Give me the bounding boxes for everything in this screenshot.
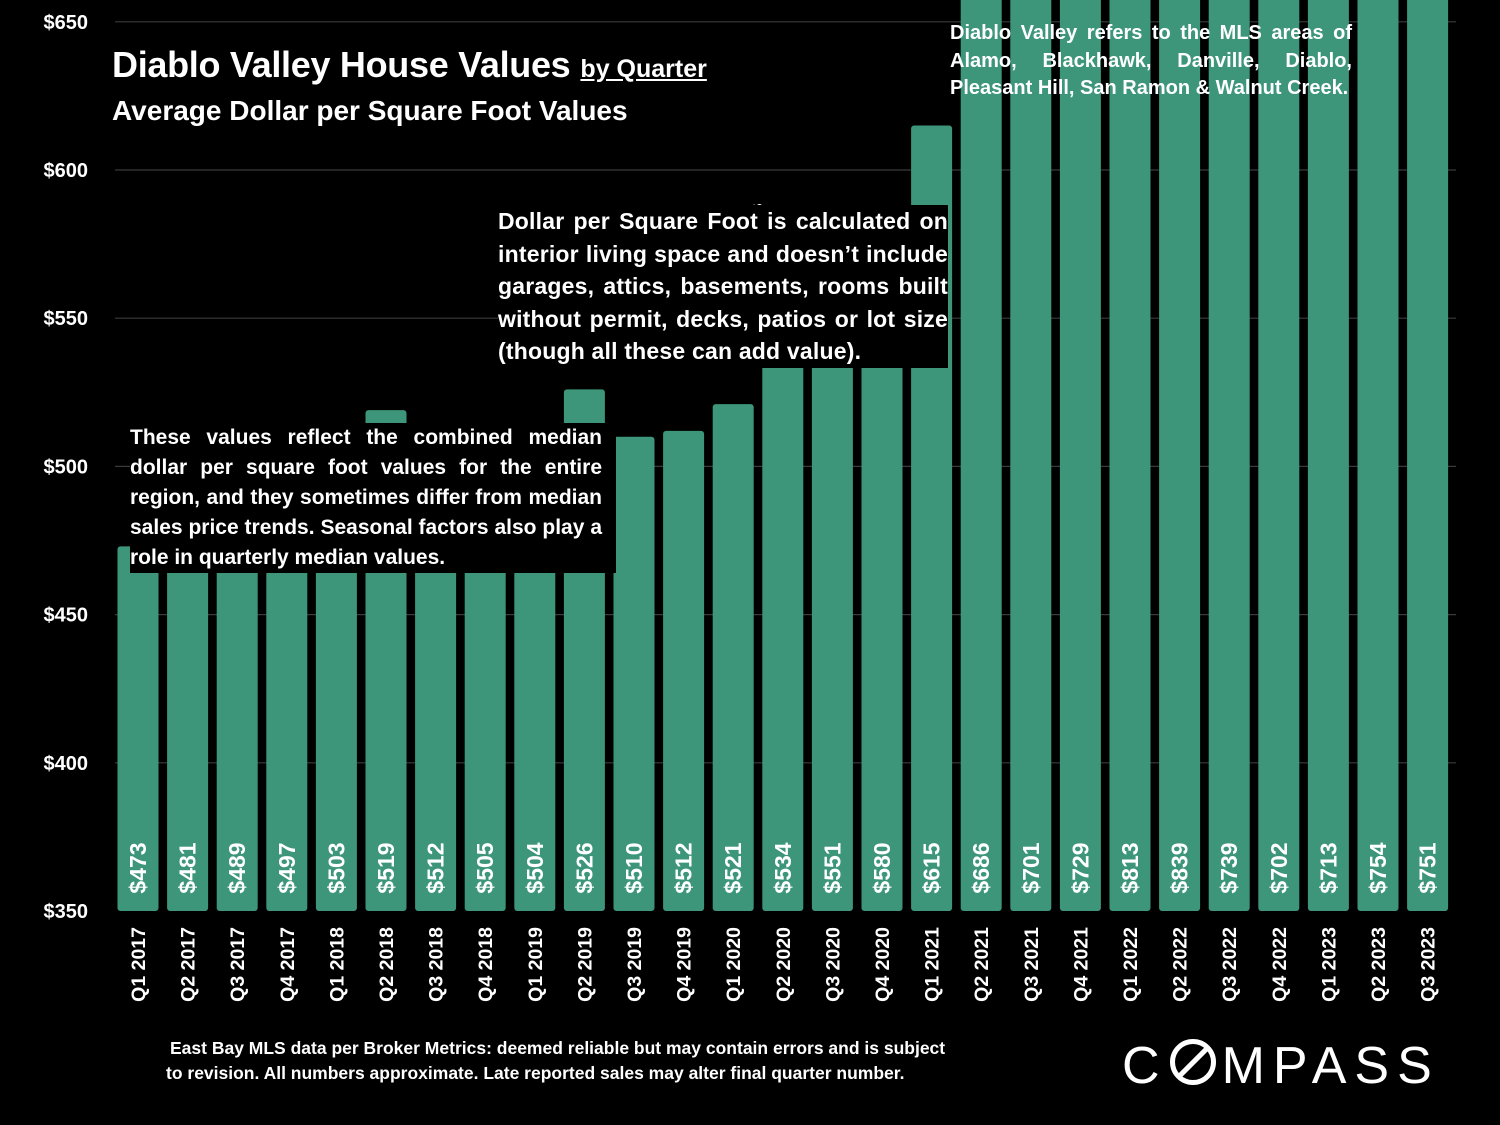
bar-value-label: $473: [125, 842, 151, 893]
bar-value-label: $713: [1315, 842, 1341, 893]
bar-value-label: $839: [1167, 842, 1193, 893]
bar: [1208, 0, 1250, 911]
bar: [613, 436, 655, 911]
bar: [266, 475, 308, 911]
x-tick-label: Q3 2023: [1418, 927, 1440, 1002]
x-tick-label: Q1 2018: [326, 927, 348, 1002]
x-tick-label: Q3 2022: [1219, 927, 1241, 1002]
y-tick-label: $550: [44, 308, 89, 330]
bar-value-label: $751: [1415, 842, 1441, 893]
y-tick-label: $350: [44, 901, 89, 923]
bar: [861, 229, 903, 911]
x-tick-label: Q2 2021: [971, 927, 993, 1002]
bar-value-label: $729: [1067, 842, 1093, 893]
bar-value-label: $512: [671, 842, 697, 893]
x-tick-label: Q3 2017: [227, 927, 249, 1002]
bar-value-label: $489: [224, 842, 250, 893]
bar-value-label: $686: [968, 842, 994, 893]
bar: [1109, 0, 1151, 911]
bar-value-label: $739: [1216, 842, 1242, 893]
footnote-line-1: East Bay MLS data per Broker Metrics: de…: [170, 1038, 946, 1058]
x-tick-label: Q1 2019: [525, 927, 547, 1002]
sqft-note: Dollar per Square Foot is calculated on …: [498, 205, 948, 368]
logo-o-mark: [1169, 1039, 1216, 1085]
bar: [117, 546, 159, 911]
bar-value-label: $551: [819, 842, 845, 893]
bar-value-label: $701: [1018, 842, 1044, 893]
bar-value-label: $512: [423, 842, 449, 893]
bar: [1159, 0, 1201, 911]
bar: [1357, 0, 1399, 911]
source-footnote: East Bay MLS data per Broker Metrics: de…: [166, 1036, 996, 1086]
x-tick-label: Q3 2020: [822, 927, 844, 1002]
bar: [811, 315, 853, 912]
region-note: Diablo Valley refers to the MLS areas of…: [950, 22, 1352, 99]
bar: [1307, 0, 1349, 911]
x-tick-label: Q4 2020: [872, 927, 894, 1002]
bar: [167, 522, 209, 911]
x-tick-label: Q3 2018: [426, 927, 448, 1002]
bar-value-label: $510: [621, 842, 647, 893]
x-tick-label: Q2 2022: [1170, 927, 1192, 1002]
bar-value-label: $504: [522, 842, 548, 893]
x-tick-label: Q2 2018: [376, 927, 398, 1002]
x-tick-label: Q1 2020: [723, 927, 745, 1002]
bar: [960, 0, 1002, 911]
bar: [762, 365, 804, 911]
bar: [1059, 0, 1101, 911]
x-tick-label: Q4 2017: [277, 927, 299, 1002]
x-tick-label: Q4 2019: [674, 927, 696, 1002]
x-tick-label: Q1 2017: [128, 927, 150, 1002]
y-tick-label: $600: [44, 160, 89, 182]
x-tick-label: Q1 2023: [1318, 927, 1340, 1002]
bar-value-label: $580: [869, 842, 895, 893]
x-tick-label: Q1 2021: [922, 927, 944, 1002]
x-tick-label: Q4 2018: [475, 927, 497, 1002]
logo-text-left: C: [1122, 1037, 1168, 1095]
title-suffix: by Quarter: [580, 55, 707, 83]
bar: [712, 404, 754, 911]
y-tick-label: $500: [44, 456, 89, 478]
x-tick-label: Q4 2021: [1070, 927, 1092, 1002]
bar-value-label: $505: [472, 842, 498, 893]
bar-value-label: $521: [720, 842, 746, 893]
y-tick-label: $650: [44, 12, 89, 34]
x-tick-label: Q2 2019: [574, 927, 596, 1002]
bar: [1258, 0, 1300, 911]
bar: [663, 430, 705, 911]
bar-value-label: $813: [1117, 842, 1143, 893]
chart-title: Diablo Valley House Values by Quarter: [112, 44, 707, 86]
y-tick-label: $450: [44, 605, 89, 627]
x-tick-label: Q2 2023: [1368, 927, 1390, 1002]
x-tick-label: Q2 2017: [178, 927, 200, 1002]
bar: [1407, 0, 1449, 911]
logo-text-right: MPASS: [1221, 1037, 1440, 1095]
bar: [1010, 0, 1052, 911]
x-tick-label: Q1 2022: [1120, 927, 1142, 1002]
x-tick-label: Q3 2021: [1021, 927, 1043, 1002]
x-tick-label: Q2 2020: [773, 927, 795, 1002]
bar-value-label: $754: [1365, 842, 1391, 893]
x-tick-label: Q4 2022: [1269, 927, 1291, 1002]
footnote-line-2: to revision. All numbers approximate. La…: [166, 1063, 905, 1083]
bar-value-label: $519: [373, 842, 399, 893]
compass-logo: C MPASS: [1122, 1036, 1440, 1096]
bar-value-label: $615: [919, 842, 945, 893]
values-note: These values reflect the combined median…: [130, 423, 616, 573]
title-main: Diablo Valley House Values: [112, 44, 571, 85]
chart-subtitle: Average Dollar per Square Foot Values: [112, 95, 628, 126]
bar-value-label: $702: [1266, 842, 1292, 893]
bar: [216, 499, 258, 911]
bar-value-label: $481: [175, 842, 201, 893]
y-tick-label: $400: [44, 753, 89, 775]
x-tick-label: Q3 2019: [624, 927, 646, 1002]
bar-value-label: $503: [323, 842, 349, 893]
bar-value-label: $497: [274, 842, 300, 893]
bar-value-label: $526: [571, 842, 597, 893]
bar-value-label: $534: [770, 842, 796, 893]
